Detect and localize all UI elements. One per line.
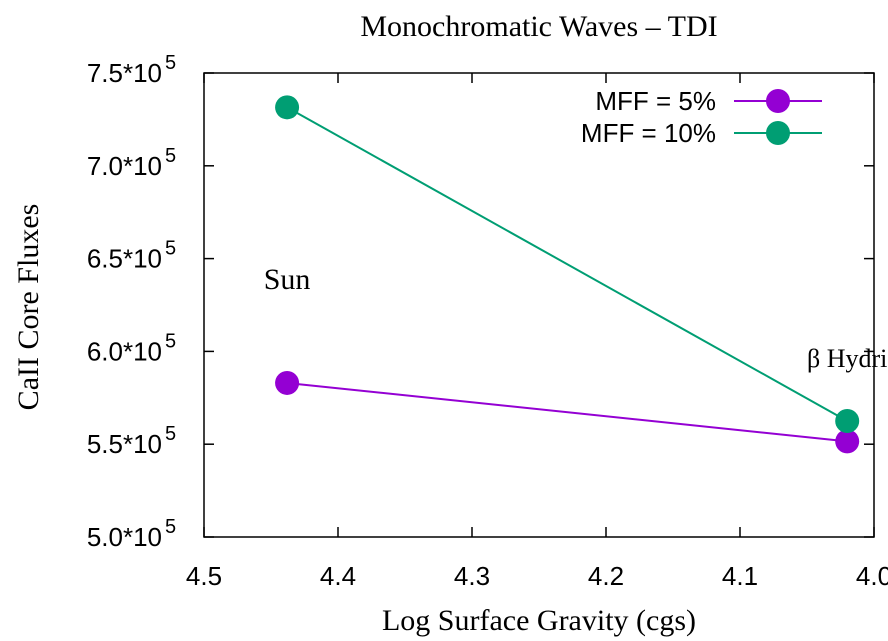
data-point	[835, 409, 860, 433]
y-tick-exponent: 5	[165, 423, 176, 445]
x-tick-label: 4.0	[856, 561, 888, 591]
y-tick-label: 7.5*10	[87, 58, 162, 88]
data-point	[835, 429, 860, 454]
data-point	[275, 95, 300, 120]
legend-swatch-marker	[766, 121, 790, 145]
plot-area: 5.0*10 55.5*10 56.0*10 56.5*10 57.0*10 57.5*1…	[87, 52, 888, 591]
legend-label: MFF = 5%	[595, 86, 716, 116]
y-tick-label: 6.5*10	[87, 244, 162, 274]
x-tick-label: 4.4	[320, 561, 356, 591]
x-tick-label: 4.2	[588, 561, 624, 591]
series-line-2	[286, 106, 848, 422]
y-tick-exponent: 5	[165, 516, 176, 538]
x-tick-label: 4.3	[454, 561, 490, 591]
x-axis-label: Log Surface Gravity (cgs)	[382, 604, 696, 637]
plot-frame	[203, 72, 875, 538]
y-tick-label: 5.5*10	[87, 429, 162, 459]
legend-label: MFF = 10%	[581, 118, 716, 148]
y-tick-label: 5.0*10	[87, 522, 162, 552]
y-tick-exponent: 5	[165, 330, 176, 352]
y-tick-label: 6.0*10	[87, 336, 162, 366]
y-tick-exponent: 5	[165, 238, 176, 260]
annotation-label: Sun	[264, 263, 311, 296]
x-tick-label: 4.1	[722, 561, 758, 591]
series-line-1	[286, 381, 848, 443]
y-tick-exponent: 5	[165, 145, 176, 167]
y-tick-label: 7.0*10	[87, 151, 162, 181]
x-tick-label: 4.5	[186, 561, 222, 591]
y-axis-label: CaII Core Fluxes	[12, 204, 45, 411]
legend-swatch-marker	[766, 89, 790, 113]
annotation-label: β Hydri	[807, 344, 887, 373]
chart-title: Monochromatic Waves – TDI	[360, 10, 717, 43]
y-tick-exponent: 5	[165, 52, 176, 74]
data-point	[275, 370, 300, 395]
